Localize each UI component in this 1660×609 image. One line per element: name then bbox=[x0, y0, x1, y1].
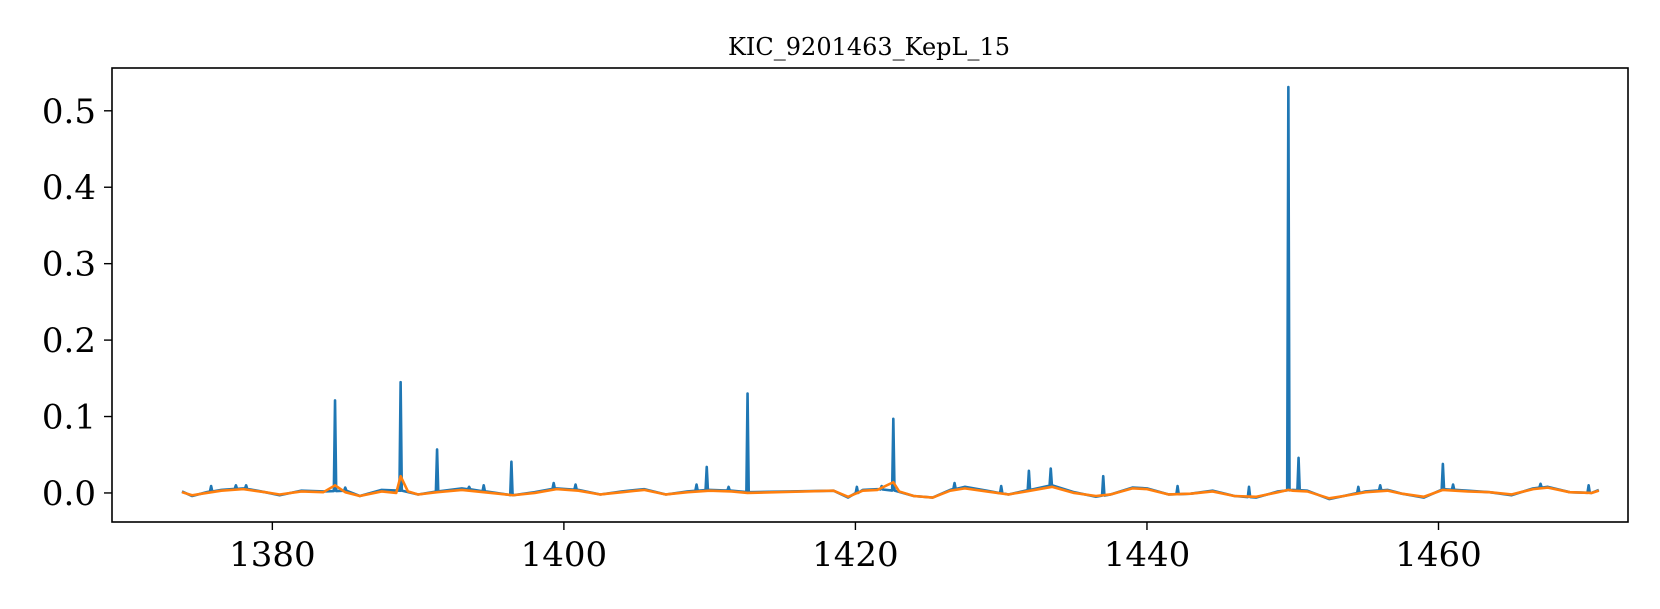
y-tick-label: 0.1 bbox=[42, 398, 96, 438]
x-tick-label: 1440 bbox=[1104, 535, 1191, 575]
x-tick-label: 1460 bbox=[1395, 535, 1482, 575]
axis-layer: 1380 1400 1420 1440 1460 0.0 0.1 0.2 0.3 0.4 0.5 bbox=[42, 92, 1482, 575]
plot-area-frame bbox=[111, 67, 1629, 523]
series-blue-line bbox=[181, 85, 1600, 501]
x-tick-label: 1400 bbox=[521, 535, 608, 575]
chart-title: KIC_9201463_KepL_15 bbox=[728, 33, 1010, 61]
y-tick-label: 0.5 bbox=[42, 92, 96, 132]
series-layer bbox=[181, 85, 1600, 501]
y-tick-label: 0.4 bbox=[42, 168, 96, 208]
series-orange-line bbox=[181, 474, 1600, 500]
y-tick-label: 0.2 bbox=[42, 321, 96, 361]
y-tick-label: 0.3 bbox=[42, 245, 96, 285]
y-tick-label: 0.0 bbox=[42, 474, 96, 514]
x-tick-label: 1380 bbox=[229, 535, 316, 575]
x-tick-label: 1420 bbox=[812, 535, 899, 575]
